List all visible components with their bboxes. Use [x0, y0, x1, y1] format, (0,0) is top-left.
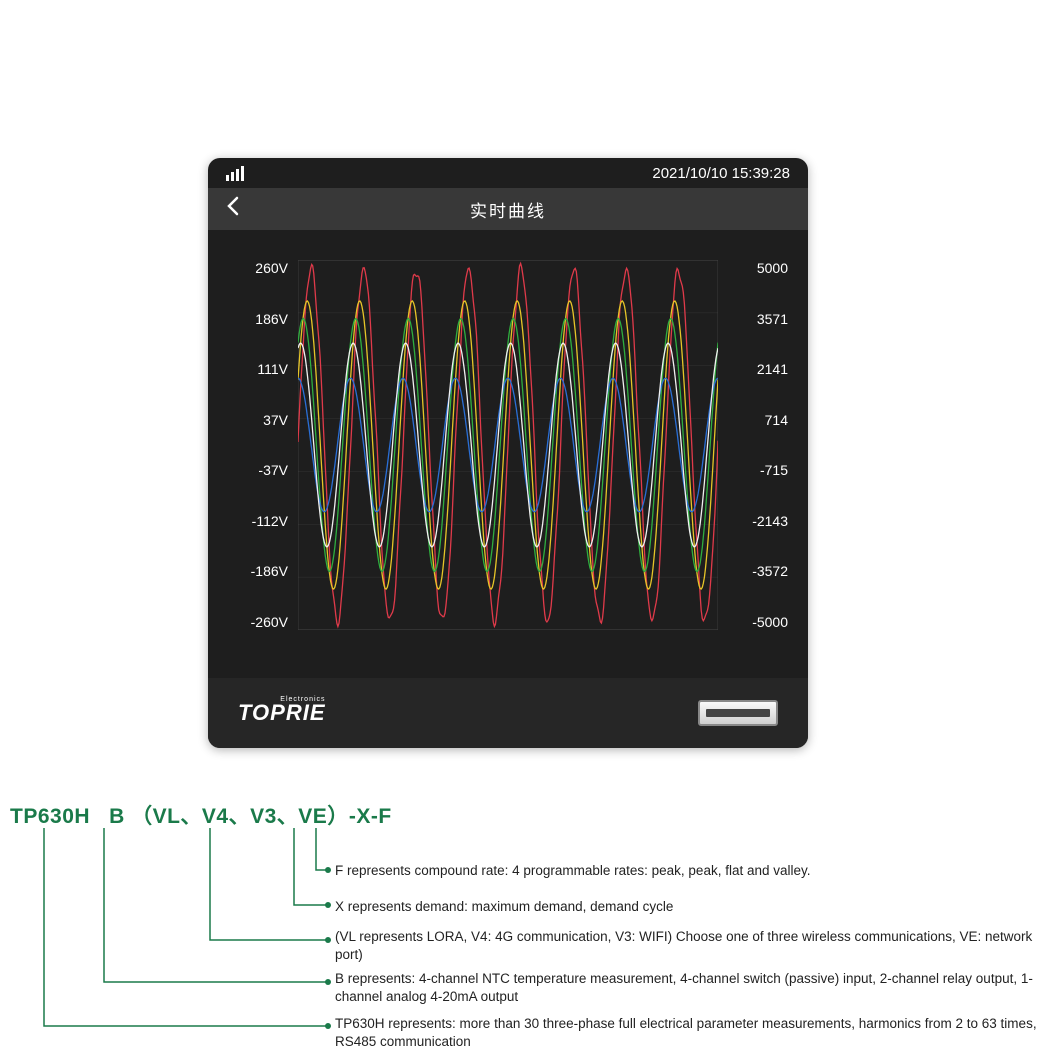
brand-logo: TOPRIE Electronics	[238, 700, 326, 726]
usb-port	[698, 700, 778, 726]
model-part-b: B	[109, 805, 125, 828]
model-part-v4: V4	[202, 805, 229, 828]
ylabel: -3572	[728, 563, 788, 579]
ylabel: -5000	[728, 614, 788, 630]
ylabel: -2143	[728, 513, 788, 529]
datetime-label: 2021/10/10 15:39:28	[652, 165, 790, 182]
ylabel: 186V	[228, 311, 288, 327]
y-right-axis: 5000 3571 2141 714 -715 -2143 -3572 -500…	[728, 260, 788, 630]
ylabel: 2141	[728, 361, 788, 377]
callout-f: F represents compound rate: 4 programmab…	[335, 862, 1035, 880]
chart-area: 260V 186V 111V 37V -37V -112V -186V -260…	[208, 230, 808, 670]
back-button[interactable]	[226, 196, 240, 222]
ylabel: 5000	[728, 260, 788, 276]
model-part-ve: VE	[298, 805, 327, 828]
ylabel: 260V	[228, 260, 288, 276]
ylabel: 111V	[228, 361, 288, 377]
model-part-x: X	[356, 805, 371, 828]
y-left-axis: 260V 186V 111V 37V -37V -112V -186V -260…	[228, 260, 288, 630]
callout-v: (VL represents LORA, V4: 4G communicatio…	[335, 928, 1035, 964]
model-part-tp: TP630H	[10, 805, 90, 828]
ylabel: 3571	[728, 311, 788, 327]
ylabel: -112V	[228, 513, 288, 529]
ylabel: -715	[728, 462, 788, 478]
ylabel: -260V	[228, 614, 288, 630]
model-part-vl: VL	[153, 805, 181, 828]
brand-name: TOPRIE	[238, 700, 326, 725]
title-bar: 实时曲线	[208, 188, 808, 230]
page-title: 实时曲线	[470, 197, 546, 222]
callout-tp: TP630H represents: more than 30 three-ph…	[335, 1015, 1055, 1051]
model-part-f: F	[378, 805, 391, 828]
ylabel: 37V	[228, 412, 288, 428]
brand-bar: TOPRIE Electronics	[208, 678, 808, 748]
model-code: TP630H B （VL、V4、V3、VE）-X-F	[10, 800, 1060, 830]
model-part-v3: V3	[250, 805, 277, 828]
waveform-plot	[298, 260, 718, 630]
ylabel: -37V	[228, 462, 288, 478]
ylabel: -186V	[228, 563, 288, 579]
callout-x: X represents demand: maximum demand, dem…	[335, 898, 1035, 916]
device-frame: 2021/10/10 15:39:28 实时曲线 260V 186V 111V …	[208, 158, 808, 748]
brand-sub: Electronics	[280, 696, 325, 703]
status-bar: 2021/10/10 15:39:28	[208, 158, 808, 188]
callout-b: B represents: 4-channel NTC temperature …	[335, 970, 1045, 1006]
ylabel: 714	[728, 412, 788, 428]
model-section: TP630H B （VL、V4、V3、VE）-X-F F represents …	[0, 800, 1060, 830]
signal-icon	[226, 166, 244, 181]
